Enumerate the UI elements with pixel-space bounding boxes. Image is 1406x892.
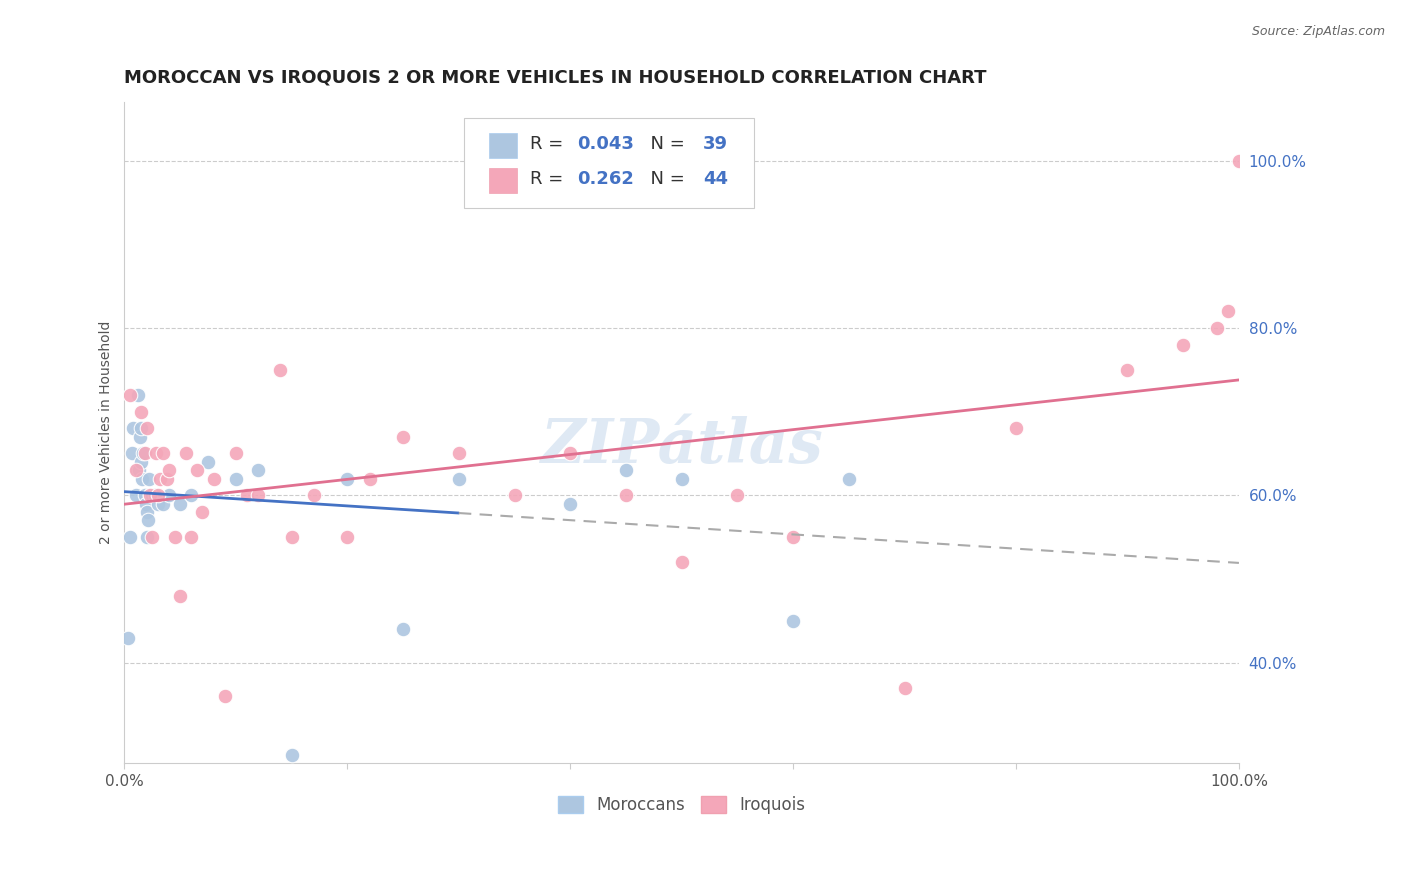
Point xyxy=(136,513,159,527)
Point xyxy=(157,488,180,502)
Point xyxy=(671,555,693,569)
Text: R =: R = xyxy=(530,170,569,188)
Point xyxy=(447,446,470,460)
Point xyxy=(180,530,202,544)
Point xyxy=(135,497,157,511)
Point xyxy=(614,463,637,477)
Point xyxy=(146,488,169,502)
Point xyxy=(1227,153,1250,168)
Point xyxy=(614,488,637,502)
FancyBboxPatch shape xyxy=(464,119,754,208)
Point xyxy=(131,472,153,486)
Text: R =: R = xyxy=(530,135,569,153)
Point xyxy=(146,497,169,511)
Point xyxy=(336,530,359,544)
Point xyxy=(157,463,180,477)
Point xyxy=(1005,421,1028,435)
Text: 39: 39 xyxy=(703,135,728,153)
Point xyxy=(129,421,152,435)
Point xyxy=(202,472,225,486)
Point xyxy=(135,505,157,519)
Point xyxy=(186,463,208,477)
Point xyxy=(128,463,150,477)
Point xyxy=(169,497,191,511)
Point xyxy=(280,530,302,544)
Point xyxy=(134,488,156,502)
Point xyxy=(302,488,325,502)
Text: 0.043: 0.043 xyxy=(576,135,634,153)
Point xyxy=(197,455,219,469)
Point xyxy=(336,472,359,486)
Point xyxy=(1116,363,1139,377)
Point xyxy=(141,530,163,544)
Point xyxy=(117,631,139,645)
Point xyxy=(129,455,152,469)
Text: 0.262: 0.262 xyxy=(576,170,634,188)
Point xyxy=(174,446,197,460)
Text: ZIPátlas: ZIPátlas xyxy=(540,416,823,475)
Point xyxy=(118,530,141,544)
FancyBboxPatch shape xyxy=(489,168,517,194)
Point xyxy=(782,530,804,544)
Point xyxy=(145,446,167,460)
Point xyxy=(247,463,270,477)
Point xyxy=(1216,304,1239,318)
Text: 44: 44 xyxy=(703,170,728,188)
Point xyxy=(225,446,247,460)
Point xyxy=(134,446,156,460)
Point xyxy=(135,421,157,435)
Point xyxy=(782,614,804,628)
Point xyxy=(225,472,247,486)
Point xyxy=(671,472,693,486)
Point xyxy=(163,530,186,544)
Text: N =: N = xyxy=(640,135,690,153)
Point xyxy=(247,488,270,502)
Point xyxy=(141,488,163,502)
Point xyxy=(191,505,214,519)
Point xyxy=(269,363,291,377)
Point xyxy=(149,472,172,486)
Point xyxy=(214,689,236,703)
Point xyxy=(135,530,157,544)
Point xyxy=(725,488,748,502)
Point xyxy=(359,472,381,486)
Point xyxy=(180,488,202,502)
Text: N =: N = xyxy=(640,170,690,188)
Point xyxy=(169,589,191,603)
Point xyxy=(392,430,415,444)
Point xyxy=(125,463,148,477)
Y-axis label: 2 or more Vehicles in Household: 2 or more Vehicles in Household xyxy=(100,321,114,544)
Point xyxy=(152,446,174,460)
Point xyxy=(156,472,179,486)
Point xyxy=(139,488,162,502)
Point xyxy=(129,430,152,444)
Point xyxy=(560,497,582,511)
FancyBboxPatch shape xyxy=(489,133,517,158)
Point xyxy=(280,747,302,762)
Point xyxy=(392,622,415,636)
Point xyxy=(124,463,146,477)
Point xyxy=(560,446,582,460)
Text: MOROCCAN VS IROQUOIS 2 OR MORE VEHICLES IN HOUSEHOLD CORRELATION CHART: MOROCCAN VS IROQUOIS 2 OR MORE VEHICLES … xyxy=(125,69,987,87)
Point xyxy=(124,488,146,502)
Point xyxy=(893,681,915,695)
Point xyxy=(129,404,152,418)
Point xyxy=(138,472,160,486)
Point xyxy=(139,488,162,502)
Point xyxy=(121,446,143,460)
Point xyxy=(152,497,174,511)
Point xyxy=(236,488,259,502)
Point xyxy=(838,472,860,486)
Point xyxy=(447,472,470,486)
Point xyxy=(143,488,166,502)
Point xyxy=(132,446,155,460)
Point xyxy=(503,488,526,502)
Text: Source: ZipAtlas.com: Source: ZipAtlas.com xyxy=(1251,25,1385,38)
Point xyxy=(1173,337,1195,351)
Legend: Moroccans, Iroquois: Moroccans, Iroquois xyxy=(551,789,813,821)
Point xyxy=(118,388,141,402)
Point xyxy=(1205,321,1227,335)
Point xyxy=(122,421,145,435)
Point xyxy=(127,388,149,402)
